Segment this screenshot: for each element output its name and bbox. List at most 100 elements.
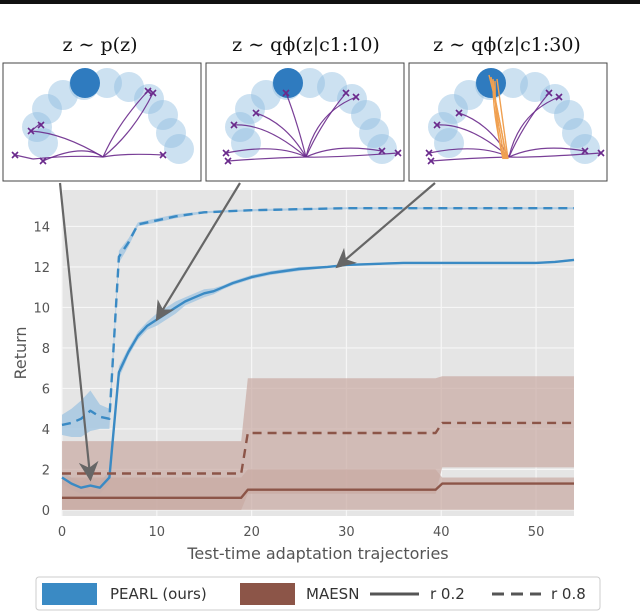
annotation-arrows <box>58 182 436 482</box>
annotation-arrow <box>58 182 99 482</box>
plot-area: 0 10 20 30 40 50 0 2 4 6 8 10 12 14 Test-time adapta… <box>11 190 575 563</box>
goal-circle <box>28 128 58 158</box>
panel-titles: z ∼ p(z) z ∼ qϕ(z|c1:10) z ∼ qϕ(z|c1:30) <box>62 34 580 56</box>
goal-circle <box>438 94 468 124</box>
x-axis-label: Test-time adaptation trajectories <box>186 544 448 563</box>
y-tick-label: 4 <box>42 423 50 438</box>
thumbnail-frame <box>408 62 608 182</box>
trajectory-endpoint <box>433 121 441 129</box>
y-tick-labels: 0 2 4 6 8 10 12 14 <box>33 220 50 518</box>
x-tick-labels: 0 10 20 30 40 50 <box>58 525 544 540</box>
trajectory-path <box>227 156 307 162</box>
trajectory-path <box>225 148 307 158</box>
trajectory-endpoint <box>282 89 290 97</box>
goal-circle <box>554 100 584 130</box>
y-tick-label: 0 <box>42 504 50 519</box>
target-goal-circle <box>70 68 100 98</box>
trajectory-path <box>102 90 149 158</box>
trajectory-endpoint <box>394 149 402 157</box>
panel-title-prior: z ∼ p(z) <box>62 34 137 56</box>
posterior-sample-path <box>496 78 509 160</box>
trajectory-endpoint <box>597 149 605 157</box>
y-tick-label: 12 <box>33 261 50 276</box>
goal-circle <box>48 80 78 110</box>
trajectories <box>11 87 167 165</box>
x-tick-label: 0 <box>58 525 66 540</box>
goal-circles <box>22 68 194 164</box>
top-rule <box>0 0 640 4</box>
legend-swatch-maesn <box>240 583 295 605</box>
trajectory-path <box>508 92 550 158</box>
goal-circle <box>570 134 600 164</box>
posterior-sample-path <box>492 82 505 160</box>
x-tick-label: 40 <box>433 525 450 540</box>
goal-circle <box>235 94 265 124</box>
trajectory-path <box>255 112 307 158</box>
goal-circle <box>520 72 550 102</box>
posterior-30-trajectories-thumbnail <box>408 62 608 182</box>
goal-circle <box>562 118 592 148</box>
trajectory-endpoint <box>581 147 589 155</box>
trajectory-endpoint <box>342 89 350 97</box>
trajectory-path <box>305 92 347 158</box>
legend-label-maesn: MAESN <box>306 585 359 603</box>
posterior-sample-path <box>492 78 506 160</box>
x-tick-label: 30 <box>338 525 355 540</box>
goal-circle <box>359 118 389 148</box>
thumbnail-frame <box>205 62 405 182</box>
trajectory-path <box>42 150 104 162</box>
goal-circle <box>114 72 144 102</box>
trajectory-endpoint <box>149 89 157 97</box>
target-goal-circle <box>273 68 303 98</box>
x-tick-label: 50 <box>528 525 545 540</box>
goal-circle <box>498 68 528 98</box>
trajectory-path <box>102 92 154 158</box>
x-tick-label: 20 <box>243 525 260 540</box>
annotation-arrow <box>155 182 241 322</box>
goal-circle <box>164 134 194 164</box>
trajectory-endpoint <box>378 147 386 155</box>
goal-circle <box>367 134 397 164</box>
y-tick-label: 8 <box>42 342 50 357</box>
goal-circle <box>428 112 458 142</box>
series-lines <box>61 207 575 499</box>
trajectory-path <box>305 147 383 158</box>
trajectory-endpoint <box>37 121 45 129</box>
trajectory-endpoint <box>11 151 19 159</box>
legend-swatch-pearl <box>42 583 97 605</box>
goal-circles <box>428 68 600 164</box>
annotation-arrow <box>335 182 436 269</box>
legend: PEARL (ours) MAESN r 0.2 r 0.8 <box>35 576 601 611</box>
trajectory-path <box>508 147 586 158</box>
line-maesn-solid <box>62 482 574 499</box>
trajectory-endpoint <box>455 109 463 117</box>
trajectory-path <box>430 156 510 162</box>
panel-title-posterior-10: z ∼ qϕ(z|c1:10) <box>232 34 380 56</box>
trajectory-path <box>102 153 164 158</box>
posterior-10-trajectories-thumbnail <box>205 62 405 182</box>
goal-circle <box>295 68 325 98</box>
trajectory-endpoint <box>159 151 167 159</box>
trajectory-endpoint <box>555 93 563 101</box>
y-tick-label: 6 <box>42 382 50 397</box>
trajectory-endpoint <box>39 157 47 165</box>
goal-circle <box>317 72 347 102</box>
goal-circle <box>251 80 281 110</box>
band-maesn-dashed <box>62 376 574 510</box>
trajectory-path <box>508 96 560 158</box>
y-axis-label: Return <box>11 326 30 379</box>
posterior-sample-trajectories <box>488 74 509 160</box>
trajectory-endpoint <box>27 127 35 135</box>
goal-circle <box>148 100 178 130</box>
legend-frame <box>35 576 601 611</box>
trajectory-path <box>305 96 357 158</box>
y-tick-label: 2 <box>42 463 50 478</box>
line-pearl-solid <box>61 258 575 489</box>
trajectory-endpoint <box>144 87 152 95</box>
panel-title-posterior-30: z ∼ qϕ(z|c1:30) <box>433 34 581 56</box>
x-tick-label: 10 <box>149 525 166 540</box>
goal-circle <box>351 100 381 130</box>
trajectories <box>222 89 402 165</box>
trajectory-endpoint <box>425 149 433 157</box>
trajectory-endpoint <box>222 149 230 157</box>
